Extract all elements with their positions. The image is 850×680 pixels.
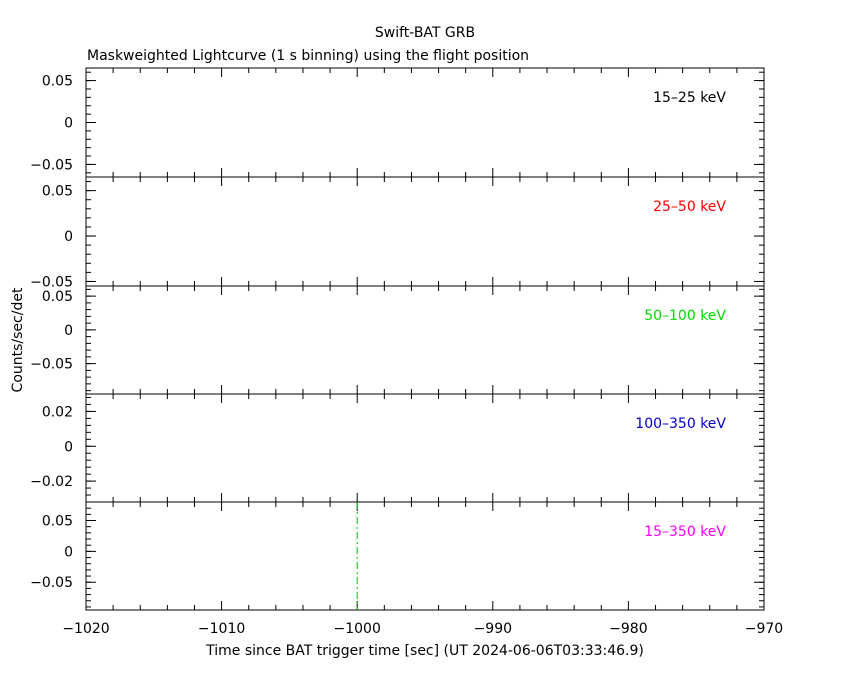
y-tick-label: −0.05 [30,157,73,173]
band-label: 15–350 keV [644,524,726,540]
band-label: 25–50 keV [653,199,726,215]
figure-subtitle: Maskweighted Lightcurve (1 s binning) us… [87,48,529,64]
figure-title: Swift-BAT GRB [375,25,475,41]
y-tick-label: 0.05 [42,514,73,530]
x-tick-label: −980 [609,621,647,637]
y-tick-label: 0.02 [42,404,73,420]
x-axis-label: Time since BAT trigger time [sec] (UT 20… [205,643,644,659]
panel-frame [85,501,765,611]
panels-layer: 0.05 0 −0.05 15–25 keV 0.05 0 −0.05 25–50 keV 0.… [30,67,783,637]
x-tick-label: −1010 [198,621,245,637]
x-tick-label: −970 [745,621,783,637]
y-tick-label: 0.05 [42,74,73,90]
band-label: 15–25 keV [653,90,726,106]
y-tick-label: 0.05 [42,289,73,305]
x-tick-label: −1020 [62,621,109,637]
y-tick-label: −0.05 [30,274,73,290]
band-label: 50–100 keV [644,308,726,324]
y-tick-label: −0.05 [30,575,73,591]
y-tick-label: −0.05 [30,357,73,373]
y-tick-label: 0 [64,323,73,339]
x-tick-label: −1000 [334,621,381,637]
x-tick-label: −990 [474,621,512,637]
y-tick-label: 0.05 [42,184,73,200]
band-label: 100–350 keV [635,416,726,432]
y-tick-label: −0.02 [30,474,73,490]
y-axis-label: Counts/sec/det [10,287,26,392]
y-tick-label: 0 [64,439,73,455]
y-tick-label: 0 [64,116,73,132]
y-tick-label: 0 [64,544,73,560]
y-tick-label: 0 [64,229,73,245]
